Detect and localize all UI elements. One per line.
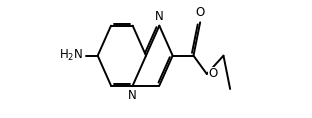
Text: O: O (208, 67, 218, 80)
Text: N: N (128, 89, 137, 102)
Text: N: N (155, 10, 164, 23)
Text: H$_2$N: H$_2$N (59, 48, 83, 63)
Text: O: O (196, 6, 205, 19)
